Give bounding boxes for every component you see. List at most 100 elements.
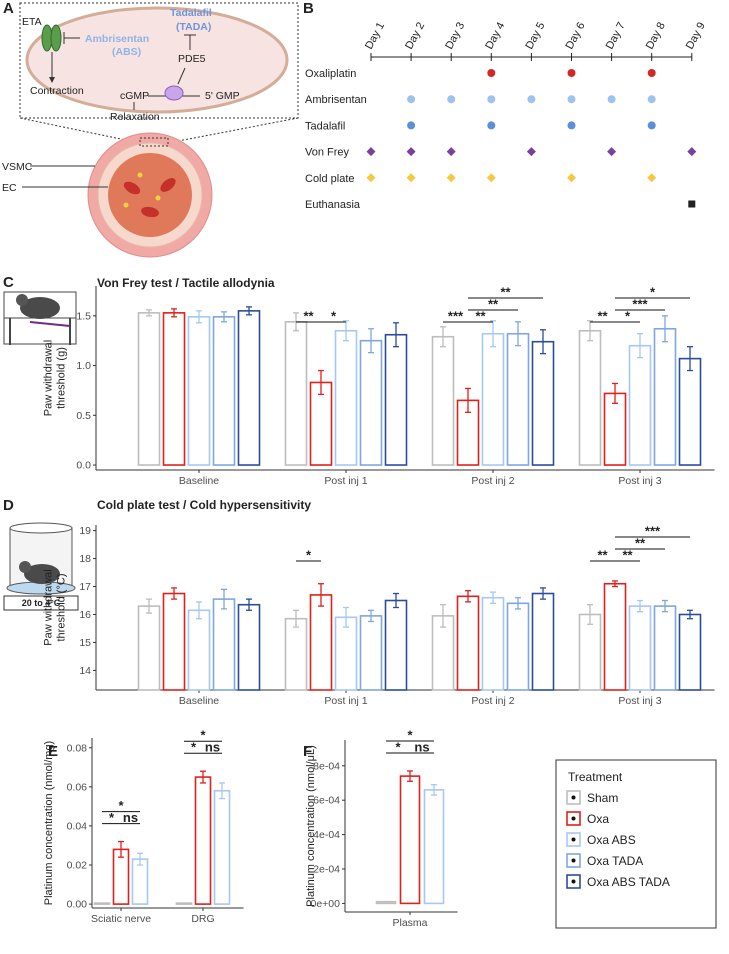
- marker: [487, 69, 496, 77]
- y-axis-label: Paw withdrawal: [43, 569, 55, 645]
- bar: [162, 312, 186, 466]
- panel-letter: C: [3, 274, 14, 291]
- label: Ambrisentan: [85, 33, 149, 45]
- significance-label: **: [475, 309, 486, 324]
- marker: [487, 95, 496, 104]
- marker: [607, 147, 617, 157]
- marker: [487, 121, 496, 130]
- panel-a-diagram: ETA Ambrisentan (ABS) Tadalafil (TADA) P…: [2, 2, 299, 258]
- bar: [506, 602, 530, 691]
- bar: [384, 333, 408, 466]
- bar: [359, 615, 383, 691]
- label: (TADA): [176, 21, 211, 33]
- label: cGMP: [120, 90, 149, 102]
- filament: [29, 321, 71, 327]
- row-label: Cold plate: [305, 173, 355, 185]
- x-tick-label: Post inj 3: [618, 695, 661, 707]
- y-tick-label: 1.0: [76, 360, 91, 372]
- bar: [187, 609, 211, 691]
- day-label: Day 1: [363, 20, 387, 51]
- significance-label: *: [118, 798, 124, 813]
- zoom-box: [19, 2, 299, 119]
- y-axis-label: Platinum concentration (nmol/mg): [43, 741, 55, 905]
- marker: [526, 147, 536, 157]
- day-label: Day 3: [443, 20, 467, 51]
- marker: [407, 121, 416, 130]
- label: (ABS): [112, 46, 141, 58]
- y-tick-label: 8e-04: [313, 760, 340, 772]
- mouse: [19, 561, 31, 573]
- significance-label: **: [597, 548, 608, 563]
- bar: [456, 595, 480, 691]
- legend-label: Oxa ABS TADA: [587, 875, 670, 889]
- bar: [334, 329, 358, 466]
- bar: [578, 613, 602, 691]
- legend-label: Oxa TADA: [587, 854, 643, 868]
- marker: [687, 147, 697, 157]
- marker: [527, 95, 536, 104]
- y-axis-label: Platinum concentration (nmol/μL): [305, 745, 317, 907]
- marker: [647, 95, 656, 104]
- y-tick-label: 1.5: [76, 310, 91, 322]
- legend-dot: [571, 879, 576, 884]
- x-tick-label: Post inj 2: [471, 695, 514, 707]
- y-tick-label: 6e-04: [313, 795, 340, 807]
- y-tick-label: 19: [79, 525, 91, 537]
- y-tick-label: 0.0: [76, 460, 91, 472]
- marker: [407, 95, 416, 104]
- label: PDE5: [178, 53, 206, 65]
- panel-letter: B: [303, 0, 314, 17]
- mouse: [16, 294, 28, 306]
- y-tick-label: 16: [79, 609, 91, 621]
- day-label: Day 6: [564, 20, 588, 51]
- y-axis-label: threshold (g): [56, 347, 68, 409]
- receptor: [50, 24, 62, 52]
- day-label: Day 8: [644, 20, 668, 51]
- zoom-line: [167, 117, 299, 144]
- marker: [567, 173, 576, 183]
- bar: [678, 357, 702, 466]
- bar: [628, 344, 652, 466]
- mouse: [24, 564, 60, 584]
- y-tick-label: 0.00: [67, 899, 88, 911]
- significance-label: ***: [645, 524, 661, 539]
- significance-label: *: [407, 727, 413, 742]
- bar: [678, 613, 702, 691]
- platelet: [155, 195, 161, 201]
- day-label: Day 9: [684, 20, 708, 51]
- label: EC: [2, 182, 17, 194]
- y-tick-label: 0.06: [67, 781, 88, 793]
- x-tick-label: Sciatic nerve: [91, 913, 151, 925]
- bar: [212, 598, 236, 691]
- legend-dot: [571, 816, 576, 821]
- label: Tadalafil: [170, 7, 212, 19]
- y-axis-label: Paw withdrawal: [43, 340, 55, 416]
- label-box: [3, 595, 79, 611]
- y-tick-label: 0.02: [67, 860, 88, 872]
- day-label: Day 4: [483, 20, 507, 51]
- row-label: Tadalafil: [305, 120, 345, 132]
- marker: [567, 69, 576, 77]
- label: Contraction: [30, 85, 84, 97]
- y-tick-label: 0.08: [67, 742, 88, 754]
- significance-label: ns: [414, 739, 429, 754]
- bar: [334, 616, 358, 691]
- bar: [137, 312, 161, 466]
- bar: [187, 316, 211, 466]
- bar: [237, 310, 261, 466]
- arrowhead: [49, 77, 55, 83]
- y-tick-label: 0e+00: [311, 898, 341, 910]
- significance-label: *: [331, 309, 337, 324]
- significance-label: *: [109, 810, 115, 825]
- significance-label: **: [635, 536, 646, 551]
- marker: [446, 147, 456, 157]
- bar: [653, 327, 677, 466]
- bar: [423, 789, 445, 905]
- significance-label: *: [306, 548, 312, 563]
- red-cell: [160, 178, 176, 192]
- y-axis-label: threshold (°C): [56, 574, 68, 642]
- significance-label: *: [191, 740, 197, 755]
- significance-label: *: [625, 309, 631, 324]
- bar: [603, 582, 627, 691]
- day-label: Day 7: [604, 20, 628, 51]
